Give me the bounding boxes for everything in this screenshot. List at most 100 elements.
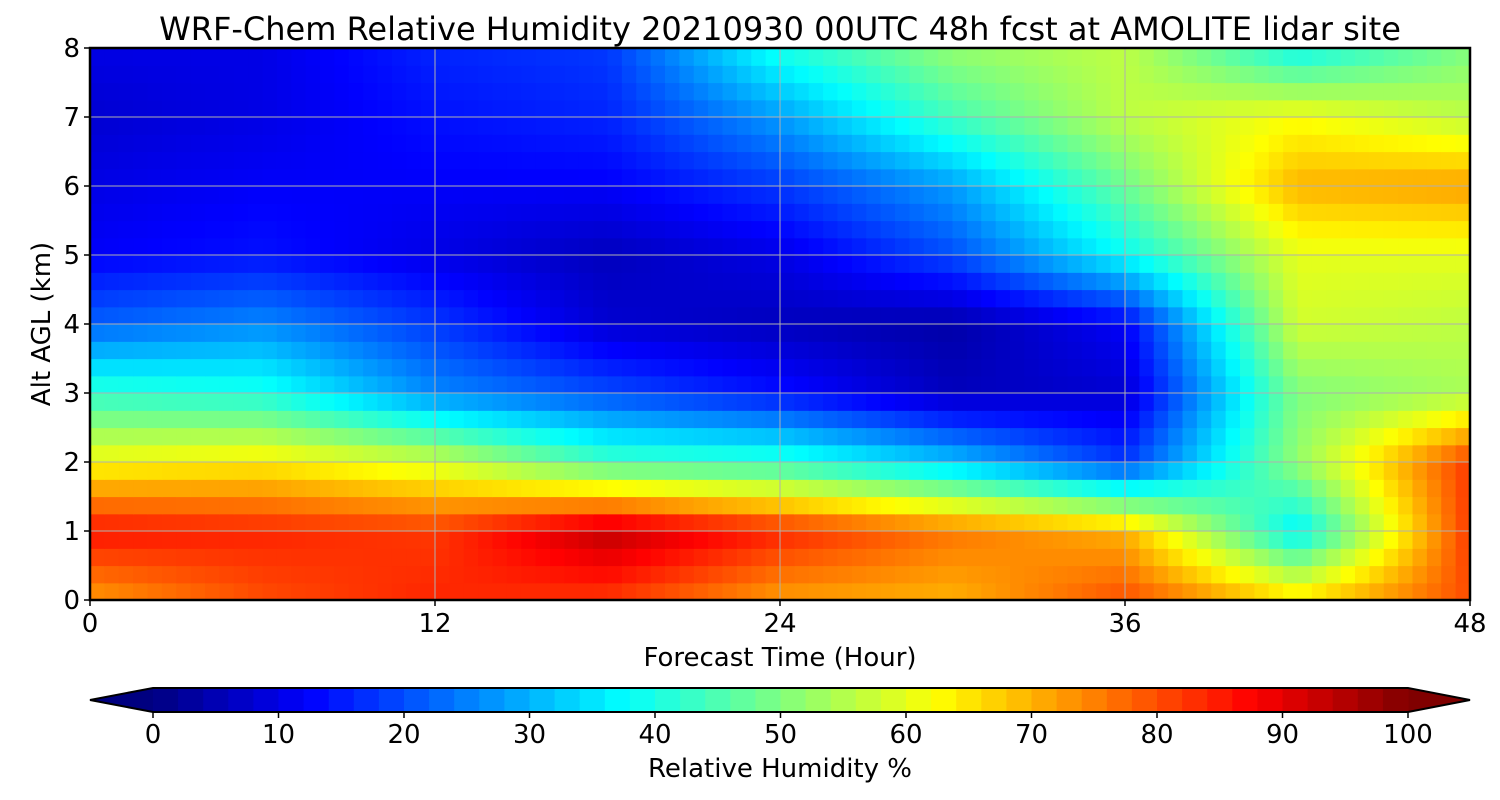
- heatmap-cell: [995, 427, 1011, 446]
- heatmap-cell: [219, 255, 235, 273]
- heatmap-cell: [1081, 565, 1097, 584]
- heatmap-cell: [1053, 548, 1069, 567]
- heatmap-cell: [1010, 237, 1025, 256]
- heatmap-cell: [492, 306, 508, 325]
- heatmap-cell: [679, 168, 695, 187]
- heatmap-cell: [1110, 393, 1126, 411]
- heatmap-cell: [794, 151, 810, 170]
- heatmap-cell: [118, 289, 134, 308]
- heatmap-cell: [1268, 479, 1284, 498]
- heatmap-cell: [291, 375, 307, 394]
- heatmap-cell: [305, 168, 321, 187]
- x-tick-label: 12: [418, 609, 451, 639]
- colorbar-segment: [429, 688, 455, 712]
- heatmap-cell: [895, 237, 910, 256]
- heatmap-cell: [1225, 358, 1241, 377]
- heatmap-cell: [621, 427, 637, 446]
- heatmap-cell: [578, 410, 594, 429]
- heatmap-cell: [478, 99, 494, 118]
- heatmap-cell: [1369, 272, 1385, 291]
- heatmap-cell: [981, 134, 997, 153]
- heatmap-cell: [161, 324, 177, 342]
- heatmap-cell: [866, 82, 882, 101]
- heatmap-cell: [1168, 134, 1184, 153]
- heatmap-cell: [1311, 410, 1327, 429]
- heatmap-cell: [550, 548, 565, 567]
- heatmap-cell: [420, 134, 436, 153]
- heatmap-cell: [262, 168, 278, 187]
- heatmap-cell: [722, 168, 738, 187]
- heatmap-cell: [880, 306, 896, 325]
- heatmap-cell: [1240, 289, 1255, 308]
- heatmap-cell: [1383, 479, 1399, 498]
- heatmap-cell: [736, 548, 752, 567]
- heatmap-cell: [276, 479, 292, 498]
- heatmap-cell: [1038, 410, 1054, 429]
- heatmap-cell: [1010, 306, 1025, 325]
- heatmap-cell: [535, 203, 551, 222]
- heatmap-cell: [1340, 203, 1356, 222]
- heatmap-cell: [952, 565, 968, 584]
- heatmap-cell: [1326, 444, 1342, 463]
- heatmap-cell: [765, 117, 781, 135]
- heatmap-cell: [463, 220, 479, 239]
- heatmap-cell: [866, 151, 882, 170]
- heatmap-cell: [851, 496, 867, 515]
- heatmap-cell: [823, 255, 839, 273]
- heatmap-cell: [895, 255, 910, 273]
- heatmap-cell: [147, 358, 163, 377]
- heatmap-cell: [276, 48, 292, 66]
- heatmap-cell: [765, 306, 781, 325]
- heatmap-cell: [1110, 203, 1126, 222]
- heatmap-cell: [1311, 203, 1327, 222]
- heatmap-cell: [305, 99, 321, 118]
- heatmap-cell: [1297, 186, 1313, 204]
- heatmap-cell: [578, 444, 594, 463]
- heatmap-cell: [564, 220, 580, 239]
- heatmap-cell: [1081, 444, 1097, 463]
- heatmap-cell: [90, 393, 105, 411]
- heatmap-cell: [205, 531, 220, 549]
- heatmap-cell: [147, 99, 163, 118]
- heatmap-cell: [90, 134, 105, 153]
- heatmap-cell: [837, 375, 853, 394]
- heatmap-cell: [1038, 151, 1054, 170]
- heatmap-cell: [895, 151, 910, 170]
- heatmap-cell: [1369, 427, 1385, 446]
- heatmap-cell: [1398, 289, 1414, 308]
- heatmap-cell: [478, 358, 494, 377]
- heatmap-cell: [334, 99, 350, 118]
- heatmap-cell: [981, 48, 997, 66]
- heatmap-cell: [650, 582, 666, 601]
- heatmap-cell: [248, 289, 264, 308]
- heatmap-cell: [851, 82, 867, 101]
- heatmap-cell: [291, 237, 307, 256]
- heatmap-cell: [995, 324, 1011, 342]
- heatmap-cell: [1110, 479, 1126, 498]
- heatmap-cell: [1283, 393, 1299, 411]
- heatmap-cell: [650, 324, 666, 342]
- heatmap-cell: [564, 134, 580, 153]
- heatmap-cell: [823, 393, 839, 411]
- heatmap-cell: [1240, 134, 1255, 153]
- heatmap-cell: [276, 462, 292, 480]
- heatmap-cell: [1297, 134, 1313, 153]
- heatmap-cell: [248, 117, 264, 135]
- heatmap-cell: [650, 358, 666, 377]
- heatmap-cell: [780, 272, 795, 291]
- heatmap-cell: [233, 496, 249, 515]
- heatmap-cell: [837, 134, 853, 153]
- heatmap-cell: [1153, 479, 1169, 498]
- heatmap-cell: [1355, 186, 1370, 204]
- colorbar-segment: [1006, 688, 1033, 712]
- heatmap-cell: [147, 479, 163, 498]
- colorbar-tick-label: 40: [638, 720, 671, 750]
- heatmap-cell: [161, 289, 177, 308]
- heatmap-cell: [1383, 203, 1399, 222]
- heatmap-cell: [607, 272, 623, 291]
- heatmap-cell: [564, 65, 580, 84]
- heatmap-cell: [291, 289, 307, 308]
- heatmap-cell: [1340, 565, 1356, 584]
- heatmap-cell: [1168, 99, 1184, 118]
- heatmap-cell: [636, 203, 652, 222]
